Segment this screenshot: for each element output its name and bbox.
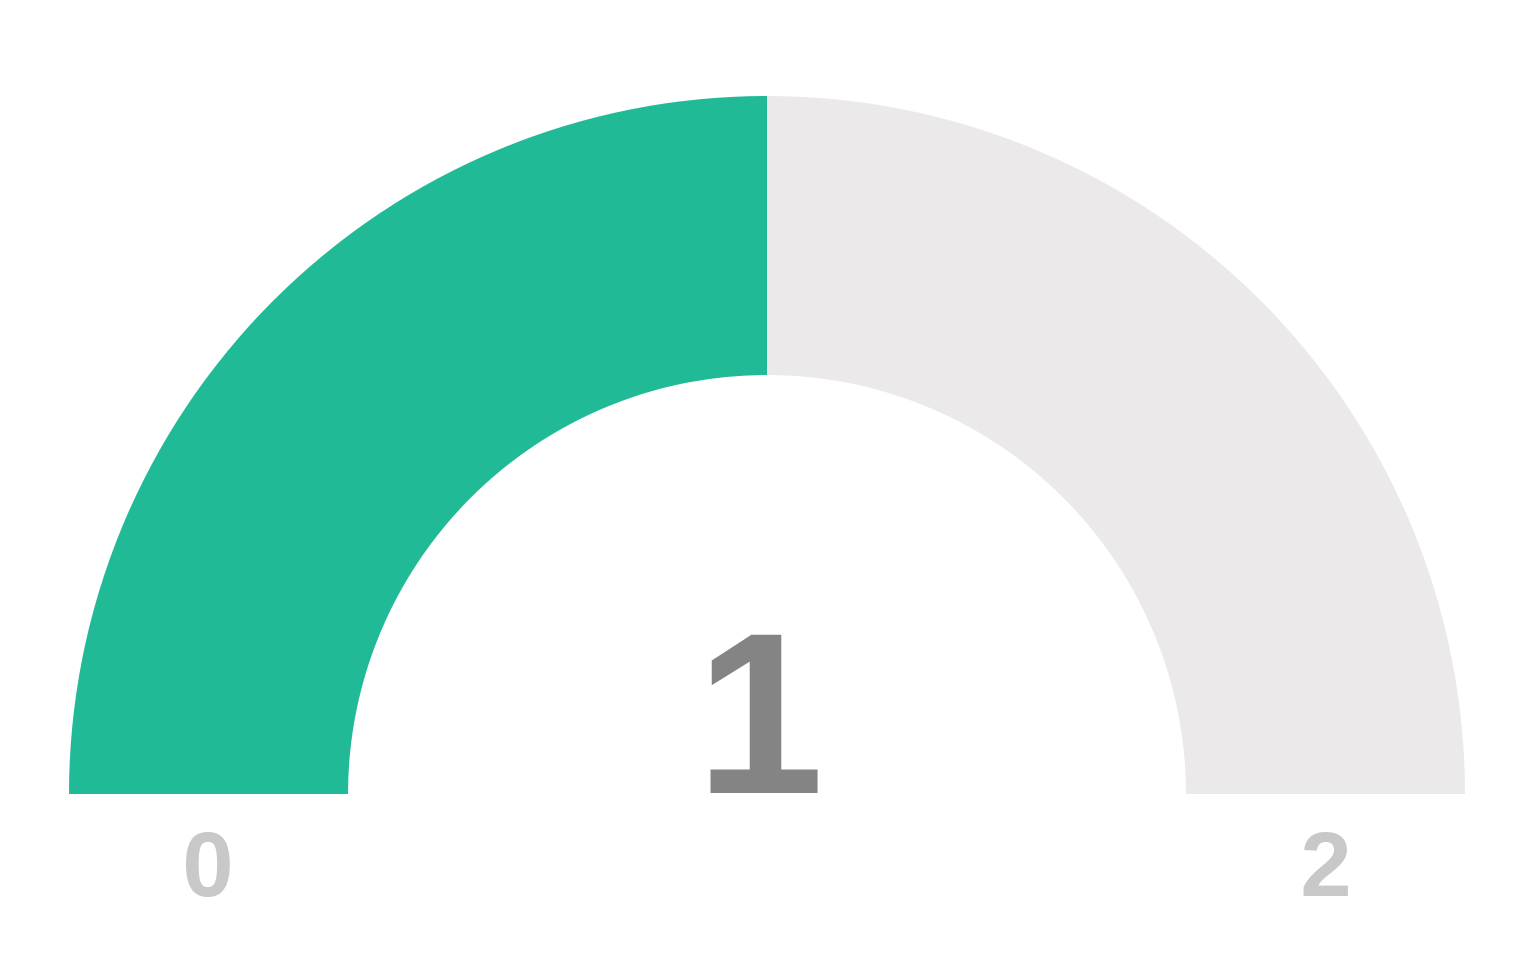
gauge-min-label: 0 <box>182 814 233 916</box>
gauge-value-label: 1 <box>696 585 824 842</box>
gauge-value-arc <box>69 96 767 794</box>
gauge-max-label: 2 <box>1300 814 1351 916</box>
